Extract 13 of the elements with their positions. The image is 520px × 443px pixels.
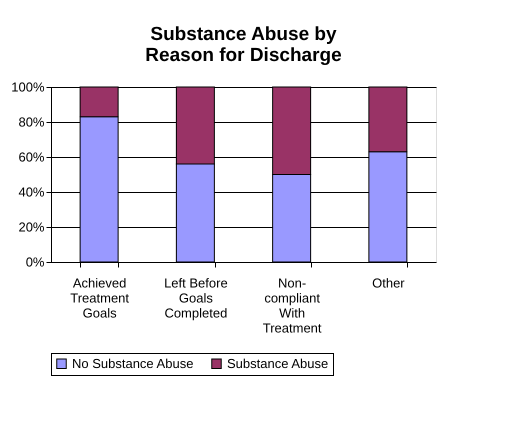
y-tick-label: 0% [26, 254, 45, 270]
x-tick-label: Achieved Treatment Goals [70, 276, 130, 320]
y-tick-label: 60% [18, 150, 45, 164]
y-tick-label: 100% [11, 80, 45, 94]
x-tick-label: Left Before Goals Completed [164, 276, 228, 320]
y-tick-label: 40% [18, 184, 45, 200]
x-tick-label: Other [372, 276, 406, 290]
y-tick-label: 80% [18, 114, 45, 130]
x-tick-label: Non-compliant With Treatment [262, 276, 322, 336]
chart-title: Substance Abuse by Reason for Discharge [145, 24, 342, 66]
legend-label: No Substance Abuse [72, 356, 194, 371]
legend-label: Substance Abuse [227, 356, 328, 371]
y-tick-label: 20% [18, 220, 45, 234]
